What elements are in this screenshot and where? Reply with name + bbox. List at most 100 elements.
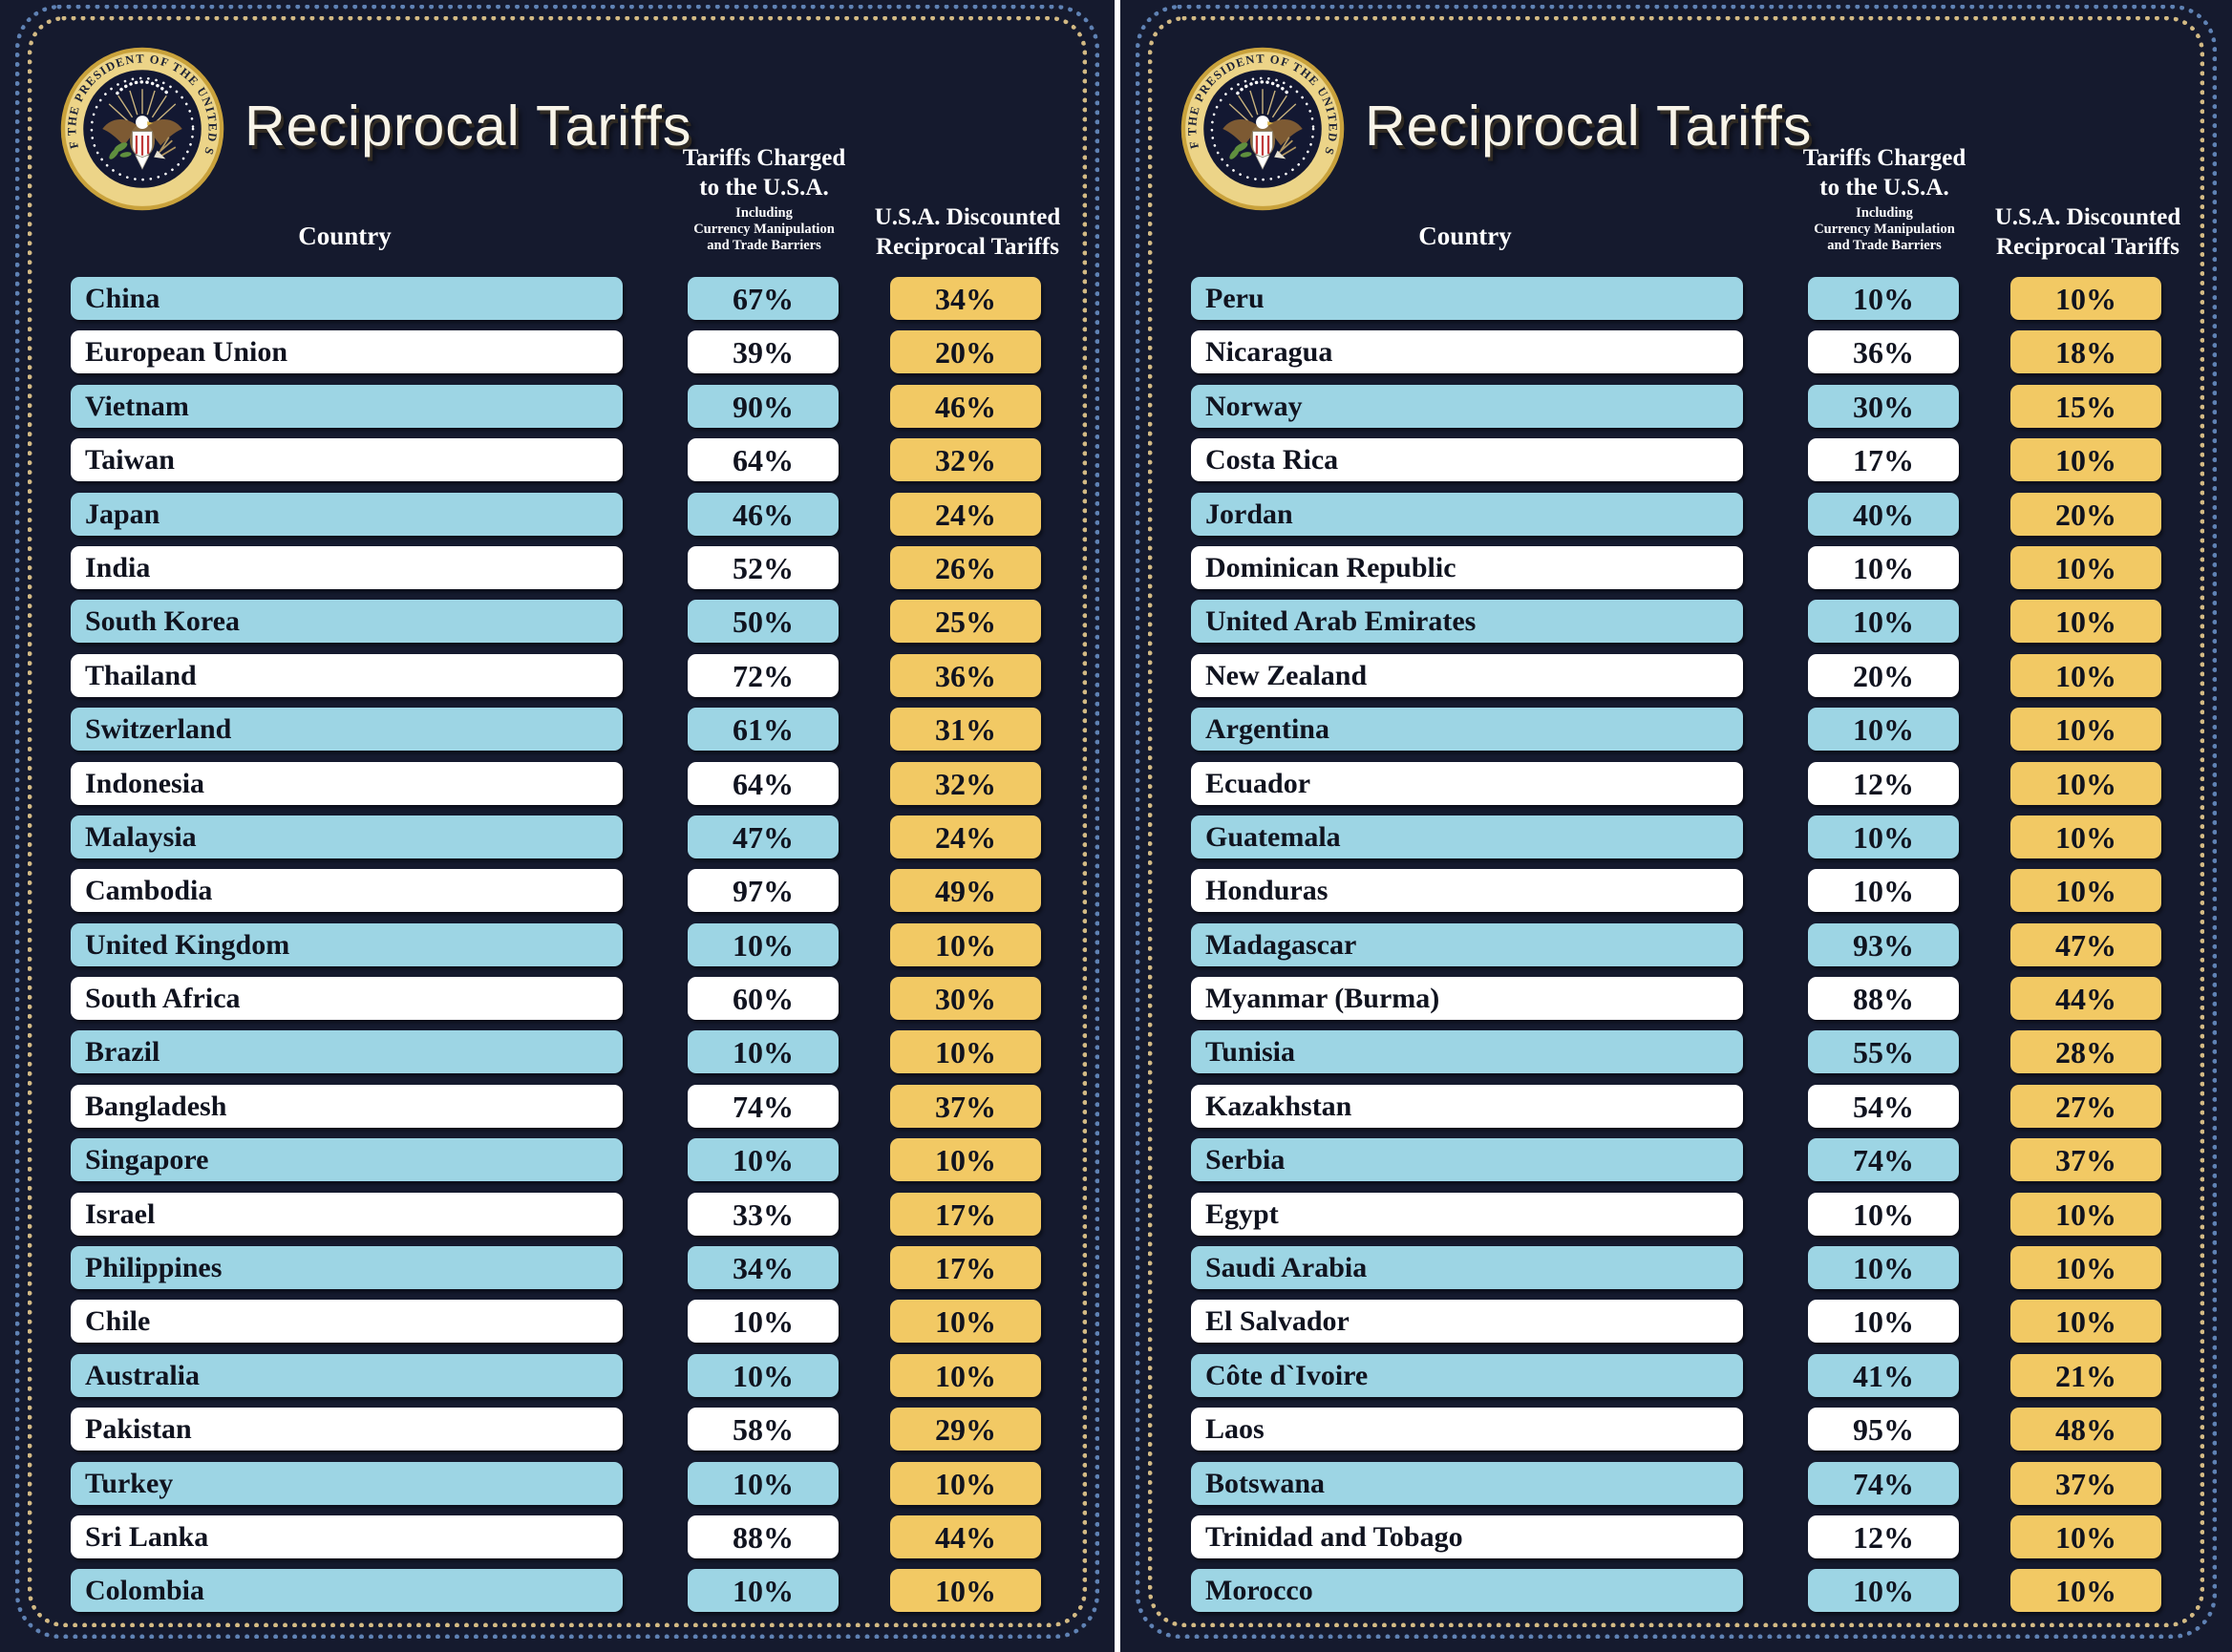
discounted-tariff-cell: 37% bbox=[890, 1084, 1041, 1128]
country-cell: Côte d`Ivoire bbox=[1191, 1353, 1743, 1397]
table-row: Philippines 34% 17% bbox=[0, 1246, 1115, 1290]
tariff-charged-cell: 10% bbox=[688, 1138, 839, 1182]
country-cell: El Salvador bbox=[1191, 1300, 1743, 1344]
discounted-tariff-cell: 29% bbox=[890, 1408, 1041, 1451]
tariff-charged-cell: 55% bbox=[1808, 1030, 1959, 1074]
country-cell: Philippines bbox=[71, 1246, 623, 1290]
discounted-tariff-cell: 10% bbox=[2010, 869, 2161, 913]
column-header-discounted-tariffs: U.S.A. Discounted Reciprocal Tariffs bbox=[874, 204, 1061, 260]
country-cell: Madagascar bbox=[1191, 922, 1743, 966]
discounted-tariff-cell: 10% bbox=[2010, 600, 2161, 644]
tariff-charged-cell: 40% bbox=[1808, 492, 1959, 536]
tariff-charged-cell: 10% bbox=[1808, 815, 1959, 858]
discounted-tariff-cell: 10% bbox=[2010, 1569, 2161, 1613]
discounted-tariff-cell: 10% bbox=[890, 1300, 1041, 1344]
country-cell: Ecuador bbox=[1191, 761, 1743, 805]
discounted-tariff-cell: 10% bbox=[2010, 277, 2161, 320]
country-cell: Cambodia bbox=[71, 869, 623, 913]
tariff-charged-cell: 72% bbox=[688, 653, 839, 697]
tariff-charged-cell: 74% bbox=[1808, 1138, 1959, 1182]
table-row: Myanmar (Burma) 88% 44% bbox=[1120, 977, 2232, 1021]
country-cell: Pakistan bbox=[71, 1408, 623, 1451]
tariff-charged-cell: 74% bbox=[1808, 1461, 1959, 1505]
table-row: Ecuador 12% 10% bbox=[1120, 761, 2232, 805]
tariff-charged-cell: 10% bbox=[1808, 545, 1959, 589]
tariff-charged-cell: 61% bbox=[688, 708, 839, 752]
table-row: Costa Rica 17% 10% bbox=[1120, 438, 2232, 482]
discounted-tariff-cell: 10% bbox=[2010, 1246, 2161, 1290]
country-cell: Costa Rica bbox=[1191, 438, 1743, 482]
tariff-charged-cell: 90% bbox=[688, 384, 839, 428]
table-row: Dominican Republic 10% 10% bbox=[1120, 545, 2232, 589]
table-row: Bangladesh 74% 37% bbox=[0, 1084, 1115, 1128]
table-row: Côte d`Ivoire 41% 21% bbox=[1120, 1353, 2232, 1397]
country-cell: Turkey bbox=[71, 1461, 623, 1505]
table-row: Norway 30% 15% bbox=[1120, 384, 2232, 428]
tariff-charged-cell: 10% bbox=[1808, 1300, 1959, 1344]
country-cell: Brazil bbox=[71, 1030, 623, 1074]
presidential-seal-icon: SEAL OF THE PRESIDENT OF THE UNITED STAT… bbox=[1180, 46, 1345, 211]
country-cell: Norway bbox=[1191, 384, 1743, 428]
column-header-country: Country bbox=[298, 222, 392, 250]
table-row: Vietnam 90% 46% bbox=[0, 384, 1115, 428]
table-row: European Union 39% 20% bbox=[0, 330, 1115, 374]
country-cell: Tunisia bbox=[1191, 1030, 1743, 1074]
discounted-tariff-cell: 44% bbox=[2010, 977, 2161, 1021]
table-row: Serbia 74% 37% bbox=[1120, 1138, 2232, 1182]
country-cell: Chile bbox=[71, 1300, 623, 1344]
table-row: Peru 10% 10% bbox=[1120, 277, 2232, 320]
discounted-tariff-cell: 44% bbox=[890, 1514, 1041, 1558]
column-header-tariffs-charged: Tariffs Charged to the U.S.A. Including … bbox=[610, 143, 918, 254]
country-cell: Morocco bbox=[1191, 1569, 1743, 1613]
discounted-tariff-cell: 48% bbox=[2010, 1408, 2161, 1451]
discounted-tariff-cell: 34% bbox=[890, 277, 1041, 320]
tariff-charged-cell: 10% bbox=[1808, 1569, 1959, 1613]
discounted-tariff-cell: 36% bbox=[890, 653, 1041, 697]
discounted-tariff-cell: 10% bbox=[2010, 708, 2161, 752]
tariff-charged-cell: 33% bbox=[688, 1192, 839, 1236]
tariff-charged-cell: 74% bbox=[688, 1084, 839, 1128]
discounted-tariff-cell: 46% bbox=[890, 384, 1041, 428]
country-cell: Dominican Republic bbox=[1191, 545, 1743, 589]
country-cell: Vietnam bbox=[71, 384, 623, 428]
column-header-subnote: Including Currency Manipulation and Trad… bbox=[1814, 205, 1955, 253]
table-row: Israel 33% 17% bbox=[0, 1192, 1115, 1236]
discounted-tariff-cell: 10% bbox=[890, 1461, 1041, 1505]
tariff-charged-cell: 58% bbox=[688, 1408, 839, 1451]
tariff-charged-cell: 17% bbox=[1808, 438, 1959, 482]
discounted-tariff-cell: 32% bbox=[890, 761, 1041, 805]
country-cell: Indonesia bbox=[71, 761, 623, 805]
table-row: Chile 10% 10% bbox=[0, 1300, 1115, 1344]
table-row: Nicaragua 36% 18% bbox=[1120, 330, 2232, 374]
table-row: Botswana 74% 37% bbox=[1120, 1461, 2232, 1505]
table-row: Australia 10% 10% bbox=[0, 1353, 1115, 1397]
tariff-charged-cell: 88% bbox=[1808, 977, 1959, 1021]
country-cell: Singapore bbox=[71, 1138, 623, 1182]
table-row: Argentina 10% 10% bbox=[1120, 708, 2232, 752]
discounted-tariff-cell: 10% bbox=[2010, 438, 2161, 482]
table-row: Saudi Arabia 10% 10% bbox=[1120, 1246, 2232, 1290]
country-cell: Jordan bbox=[1191, 492, 1743, 536]
tariff-charged-cell: 10% bbox=[688, 922, 839, 966]
country-cell: Switzerland bbox=[71, 708, 623, 752]
discounted-tariff-cell: 32% bbox=[890, 438, 1041, 482]
discounted-tariff-cell: 10% bbox=[890, 1569, 1041, 1613]
table-row: Cambodia 97% 49% bbox=[0, 869, 1115, 913]
table-row: Malaysia 47% 24% bbox=[0, 815, 1115, 858]
discounted-tariff-cell: 10% bbox=[2010, 1300, 2161, 1344]
country-cell: Peru bbox=[1191, 277, 1743, 320]
country-cell: Australia bbox=[71, 1353, 623, 1397]
tariff-charged-cell: 54% bbox=[1808, 1084, 1959, 1128]
country-cell: Egypt bbox=[1191, 1192, 1743, 1236]
panel-seam-divider bbox=[1115, 0, 1120, 1652]
discounted-tariff-cell: 31% bbox=[890, 708, 1041, 752]
tariff-charged-cell: 10% bbox=[688, 1569, 839, 1613]
tariff-charged-cell: 10% bbox=[688, 1461, 839, 1505]
discounted-tariff-cell: 17% bbox=[890, 1192, 1041, 1236]
tariff-board-panel-2: SEAL OF THE PRESIDENT OF THE UNITED STAT… bbox=[1120, 0, 2232, 1652]
country-cell: Laos bbox=[1191, 1408, 1743, 1451]
tariff-charged-cell: 64% bbox=[688, 438, 839, 482]
table-row: Trinidad and Tobago 12% 10% bbox=[1120, 1514, 2232, 1558]
table-row: United Kingdom 10% 10% bbox=[0, 922, 1115, 966]
tariff-charged-cell: 12% bbox=[1808, 761, 1959, 805]
